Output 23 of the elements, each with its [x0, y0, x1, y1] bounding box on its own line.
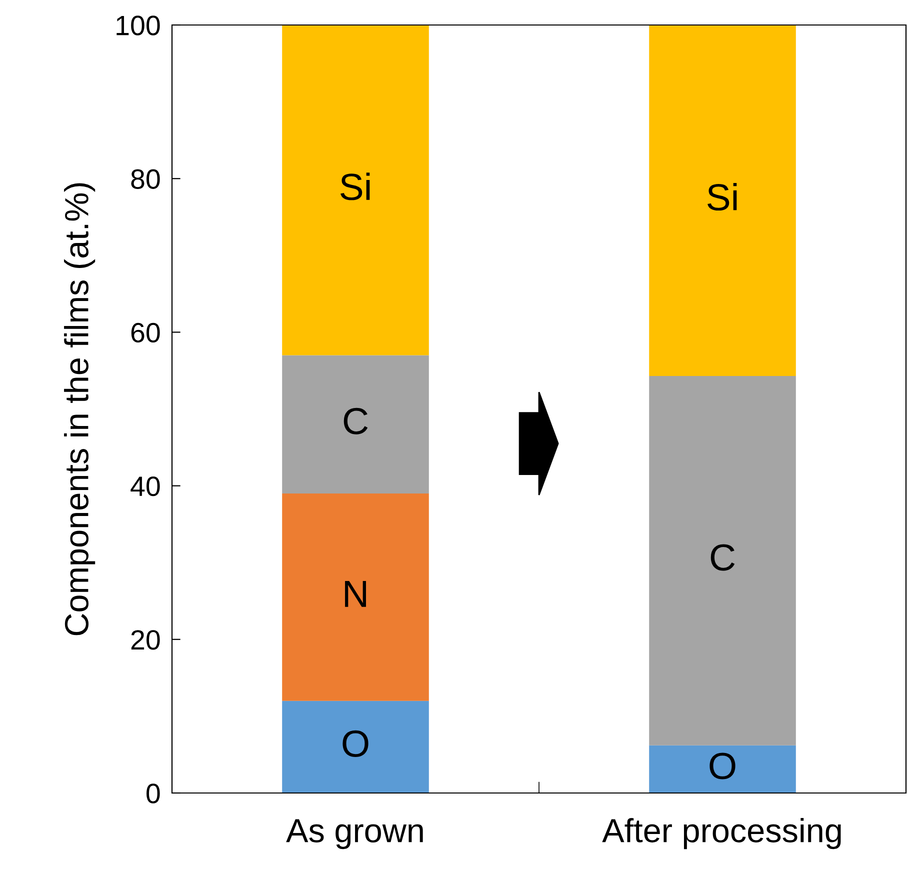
- y-tick-label: 60: [131, 322, 160, 343]
- y-tick-label: 100: [116, 16, 160, 36]
- series-label: Si: [340, 172, 370, 200]
- bar: [282, 493, 429, 701]
- y-tick-label: 0: [146, 784, 160, 804]
- bar: [649, 745, 796, 793]
- bar: [649, 376, 796, 746]
- x-tick-label: After processing: [602, 818, 841, 850]
- text: Si: [708, 183, 737, 211]
- bar: [282, 25, 429, 356]
- y-tick-label: 80: [131, 169, 160, 189]
- series-label: O: [710, 752, 736, 780]
- bar: [282, 700, 429, 793]
- y-tick-label: 40: [130, 476, 160, 496]
- text: C: [710, 544, 735, 571]
- text: O: [342, 730, 368, 757]
- series-label: C: [344, 408, 368, 434]
- series-label: N: [345, 581, 366, 607]
- bar: [649, 25, 796, 376]
- x-tick-label: As grown: [286, 819, 423, 850]
- y-tick-label: 20: [131, 630, 160, 650]
- y-axis-title: Components in the films (at.%): [64, 183, 96, 636]
- bar: [282, 355, 429, 494]
